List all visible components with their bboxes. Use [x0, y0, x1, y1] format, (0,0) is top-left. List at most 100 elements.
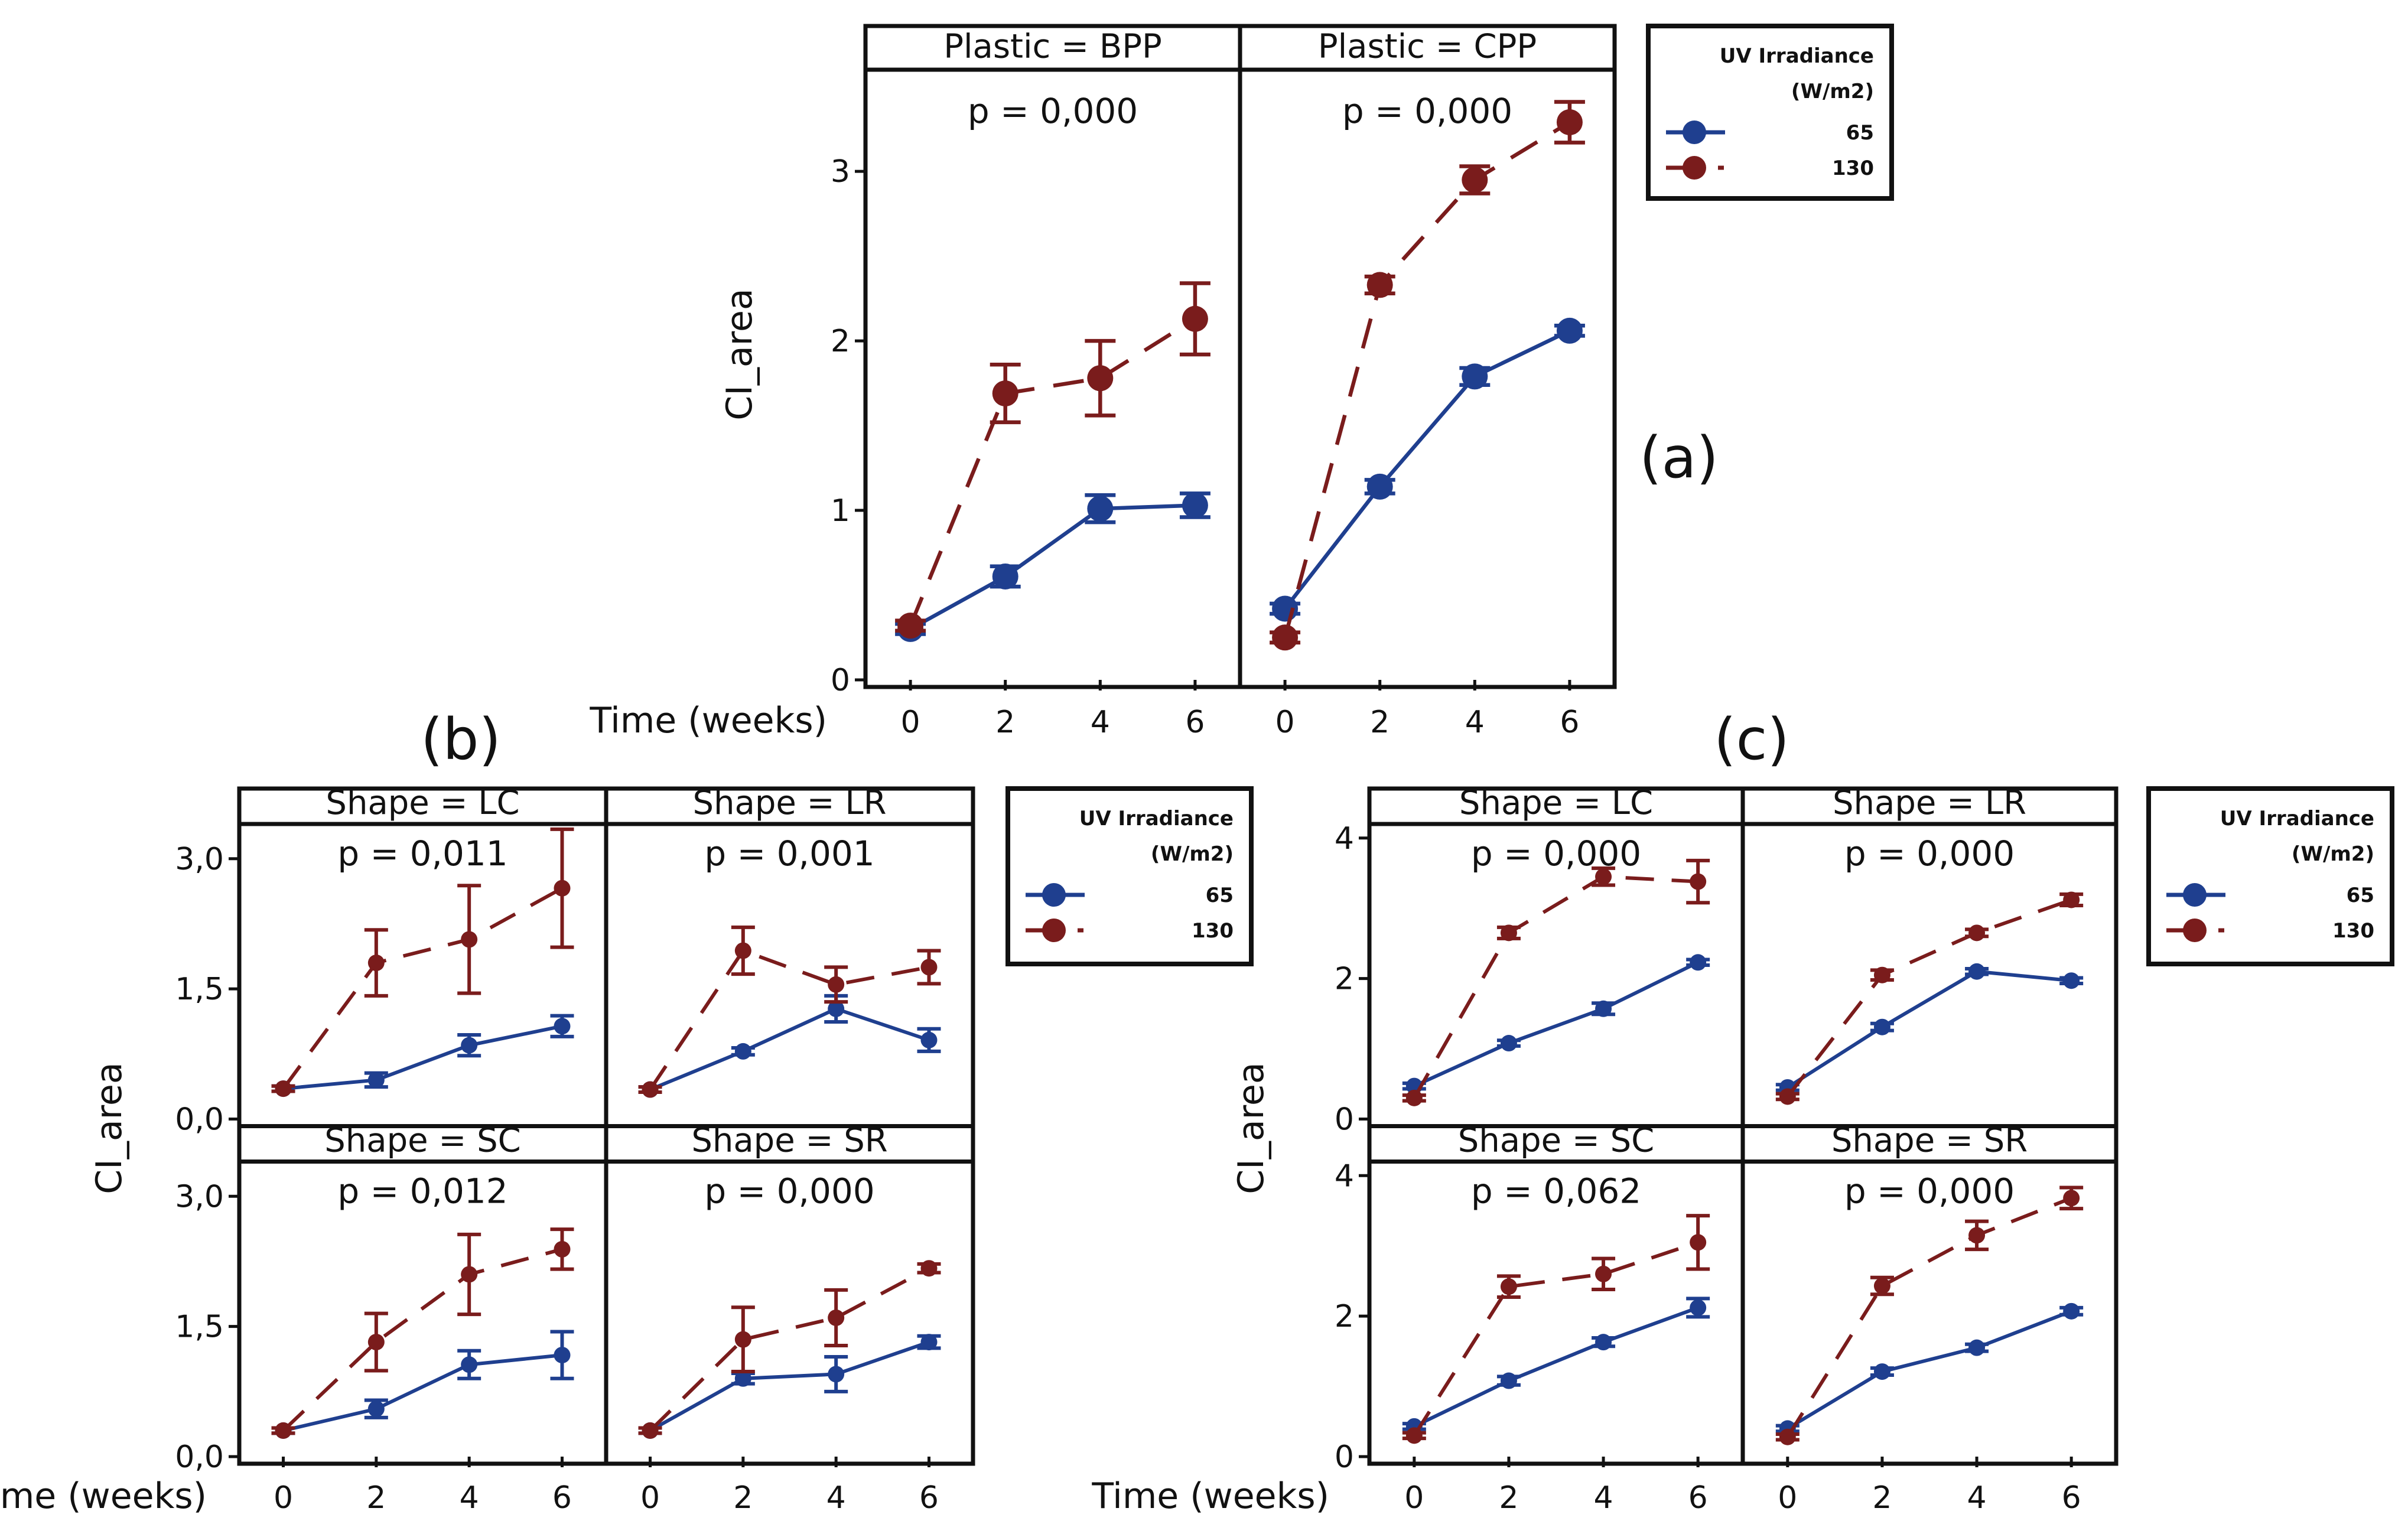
series-65 [638, 994, 941, 1098]
facet-c-3: Shape = SC p = 0,062 0 2 4 0 2 4 6 [1335, 1122, 1745, 1516]
data-point [828, 1366, 845, 1383]
legend-label-130: 130 [1192, 919, 1234, 943]
data-point [828, 1309, 845, 1326]
data-point [1690, 873, 1707, 890]
series-line-65 [1787, 1310, 2072, 1430]
legend-title-unit: (W/m2) [1151, 842, 1234, 866]
series-130 [271, 1227, 574, 1439]
data-point [2063, 1190, 2080, 1207]
series-line-130 [282, 1247, 563, 1432]
facet-strip [1740, 786, 2119, 826]
data-point [1087, 365, 1114, 392]
series-130 [1402, 858, 1710, 1106]
facet-c-4: Shape = SR p = 0,000 0 2 4 6 [1740, 1122, 2119, 1516]
data-point [1873, 1363, 1890, 1380]
data-point [897, 613, 924, 639]
x-tick-label: 4 [1091, 705, 1110, 740]
p-value: p = 0,000 [1844, 833, 2015, 874]
data-point [1366, 272, 1393, 298]
legend-label-65: 65 [1206, 884, 1234, 907]
series-130 [1775, 1185, 2084, 1445]
facet-frame [1238, 67, 1617, 689]
series-130 [271, 827, 574, 1097]
series-130 [895, 281, 1210, 639]
y-axis-label: CI_area [89, 1062, 130, 1194]
data-point [734, 1331, 751, 1348]
data-point [1556, 109, 1583, 135]
facet-title: Shape = LR [1833, 784, 2026, 822]
data-point [1595, 1334, 1612, 1351]
y-tick-label: 3 [831, 154, 850, 190]
x-tick-label: 2 [366, 1480, 386, 1516]
y-axis-label: CI_area [1231, 1062, 1272, 1194]
data-point [1462, 363, 1488, 390]
data-point [1873, 1278, 1890, 1295]
legend-label-65: 65 [2347, 884, 2374, 907]
data-point [1272, 624, 1299, 651]
data-point [461, 1356, 478, 1373]
series-line-130 [909, 317, 1196, 627]
data-point [1595, 1265, 1612, 1282]
series-line-130 [282, 887, 563, 1090]
facet-title: Shape = LC [326, 784, 519, 822]
data-point [734, 1043, 751, 1060]
legend-swatch-marker [2183, 883, 2207, 907]
series-line-130 [1786, 898, 2072, 1098]
x-tick-label: 0 [901, 705, 920, 740]
legend-label-65: 65 [1846, 121, 1874, 145]
legend-title-unit: (W/m2) [1791, 80, 1874, 103]
legend-swatch-marker [1683, 156, 1706, 180]
x-tick-label: 6 [2062, 1480, 2081, 1516]
x-tick-label: 4 [1465, 705, 1485, 740]
data-point [1690, 954, 1707, 971]
series-130 [638, 925, 941, 1098]
series-130 [1402, 1214, 1710, 1444]
x-tick-label: 6 [552, 1480, 572, 1516]
legend-swatch-marker [1042, 919, 1066, 942]
p-value: p = 0,012 [337, 1171, 507, 1211]
facet-frame [1740, 1160, 2119, 1466]
series-line-130 [649, 1266, 930, 1432]
data-point [1405, 1089, 1423, 1106]
p-value: p = 0,000 [704, 1171, 874, 1211]
series-130 [1775, 891, 2084, 1105]
x-tick-label: 6 [1560, 705, 1579, 740]
data-point [1968, 924, 1986, 942]
series-line-130 [1786, 1196, 2072, 1438]
x-tick-label: 4 [1967, 1480, 1987, 1516]
x-tick-label: 0 [274, 1480, 293, 1516]
data-point [1556, 317, 1583, 344]
data-point [2063, 972, 2080, 989]
data-point [554, 880, 571, 897]
data-point [1500, 1372, 1517, 1389]
data-point [920, 959, 938, 976]
data-point [642, 1422, 659, 1439]
y-tick-label: 1 [831, 493, 850, 529]
data-point [828, 976, 845, 993]
legend-c: UV Irradiance (W/m2) 65 130 [2146, 786, 2394, 966]
facet-b-1: Shape = LC p = 0,011 0,0 1,5 3,0 [175, 784, 608, 1138]
series-line-65 [283, 1024, 563, 1091]
p-value: p = 0,001 [704, 833, 874, 874]
facet-strip [237, 1124, 608, 1164]
data-point [920, 1031, 938, 1048]
data-point [1462, 167, 1488, 193]
x-tick-label: 6 [1185, 705, 1205, 740]
data-point [734, 1370, 751, 1387]
series-65 [895, 491, 1210, 642]
facet-title: Shape = SR [1831, 1122, 2028, 1160]
y-tick-label: 1,5 [175, 1310, 224, 1345]
y-tick-label: 2 [831, 324, 850, 359]
data-point [734, 942, 751, 959]
data-point [367, 955, 385, 972]
facet-title: Shape = SR [691, 1122, 887, 1160]
series-65 [1775, 963, 2084, 1096]
p-value: p = 0,062 [1471, 1171, 1641, 1211]
series-line-65 [282, 1353, 562, 1432]
legend-swatch-marker [1683, 120, 1706, 144]
series-line-65 [1413, 960, 1699, 1088]
legend-a: UV Irradiance (W/m2) 65 130 [1646, 24, 1894, 201]
y-tick-label: 3,0 [175, 842, 224, 877]
y-tick-label: 0 [831, 663, 850, 698]
